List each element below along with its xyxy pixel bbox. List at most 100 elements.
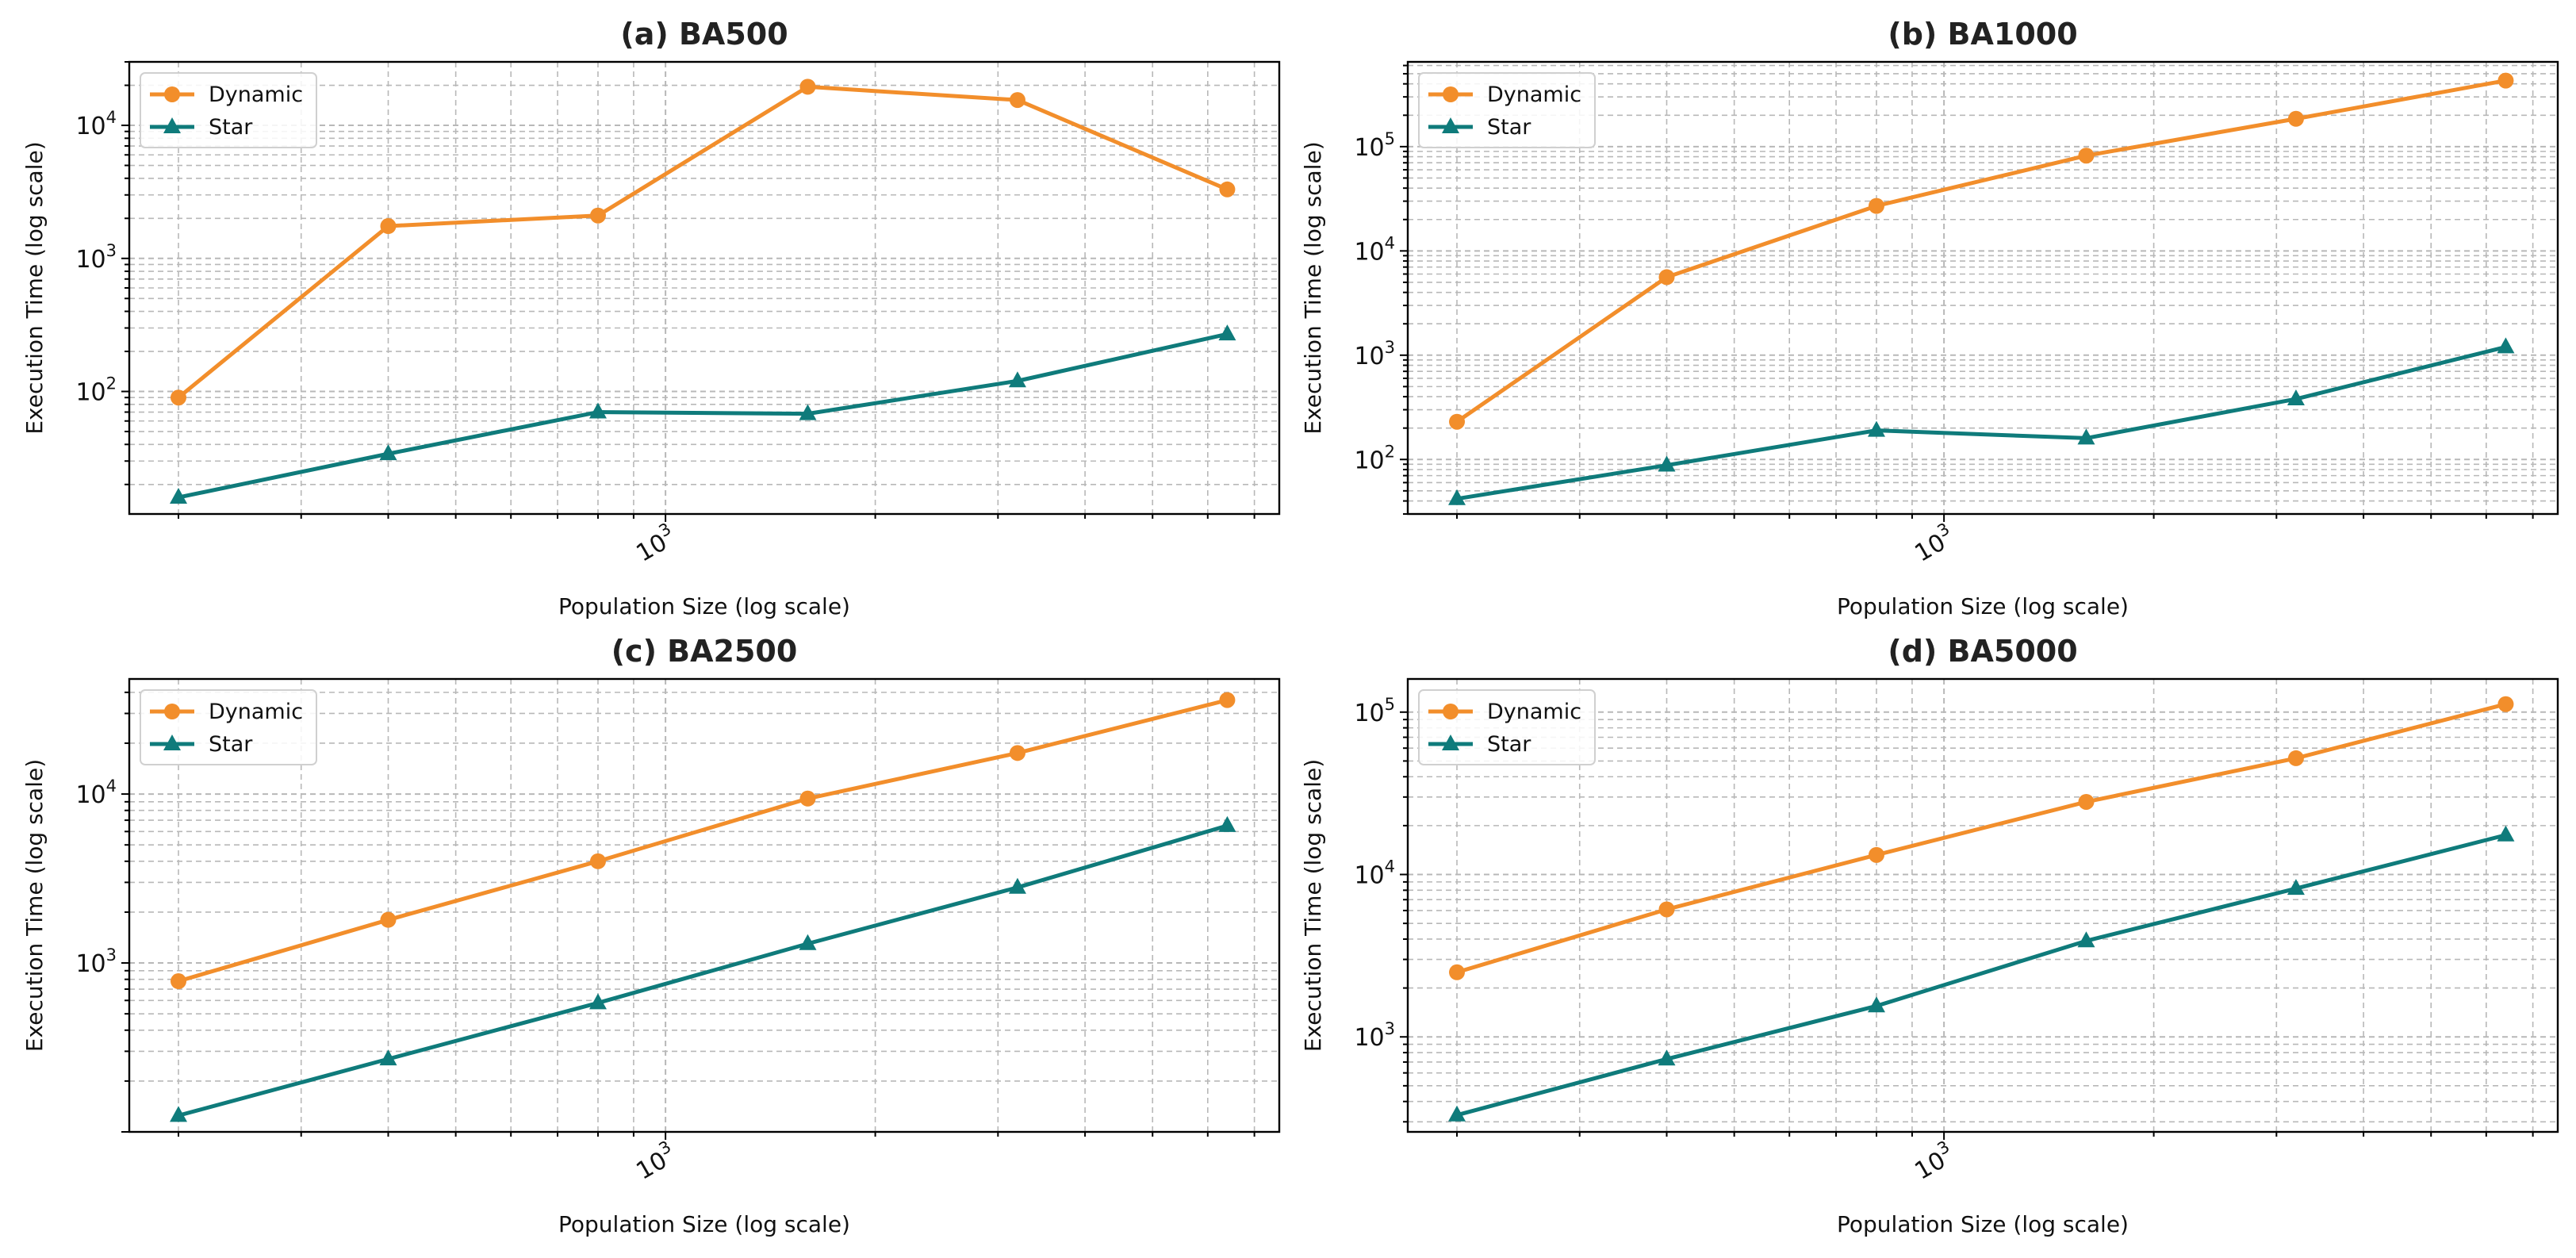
legend-marker bbox=[163, 734, 181, 750]
legend-marker bbox=[1442, 734, 1459, 750]
y-tick-label: 102 bbox=[1354, 442, 1395, 474]
data-point bbox=[1009, 92, 1025, 109]
data-point bbox=[799, 790, 816, 807]
y-axis-label: Execution Time (log scale) bbox=[1300, 141, 1326, 434]
data-point bbox=[1218, 324, 1236, 341]
legend-label: Dynamic bbox=[209, 82, 303, 107]
data-point bbox=[1448, 1105, 1466, 1122]
y-tick-label: 105 bbox=[1354, 129, 1395, 162]
data-point bbox=[2497, 696, 2514, 712]
data-point bbox=[1868, 198, 1884, 214]
legend-label: Star bbox=[1487, 115, 1531, 140]
data-point bbox=[1867, 996, 1885, 1013]
x-tick-label: 103 bbox=[630, 519, 681, 567]
series-star bbox=[1448, 825, 2515, 1122]
x-axis-label: Population Size (log scale) bbox=[558, 1211, 850, 1237]
series-line bbox=[178, 332, 1228, 500]
plot-frame bbox=[128, 677, 1281, 1133]
data-point bbox=[380, 911, 397, 928]
data-point bbox=[171, 973, 187, 990]
data-point bbox=[589, 207, 606, 224]
y-tick-label: 103 bbox=[75, 241, 117, 274]
data-point bbox=[1009, 745, 1025, 761]
data-point bbox=[2078, 793, 2095, 810]
chart-panel-4: 103 104 105 103 (d) BA5000 Population Size (l… bbox=[1300, 634, 2559, 1237]
y-tick-label: 103 bbox=[1354, 338, 1395, 370]
series-dynamic bbox=[1449, 72, 2514, 430]
data-point bbox=[799, 404, 817, 420]
chart-title: (d) BA5000 bbox=[1888, 634, 2077, 669]
series-star bbox=[170, 324, 1236, 504]
chart-panel-3: 103 104 103 (c) BA2500 Population Size (log … bbox=[21, 634, 1281, 1237]
grid bbox=[129, 61, 1279, 514]
plot-frame bbox=[128, 60, 1281, 516]
data-point bbox=[2287, 389, 2305, 406]
data-point bbox=[1219, 692, 1236, 708]
data-point bbox=[379, 1049, 397, 1066]
y-tick-label: 104 bbox=[1354, 857, 1395, 890]
legend-marker bbox=[163, 117, 181, 133]
y-tick-label: 103 bbox=[75, 945, 117, 978]
legend-marker bbox=[1443, 704, 1459, 719]
data-point bbox=[1868, 846, 1884, 863]
data-point bbox=[1008, 877, 1026, 894]
data-point bbox=[1658, 1049, 1676, 1066]
chart-title: (b) BA1000 bbox=[1888, 17, 2077, 52]
series-dynamic bbox=[1449, 696, 2514, 980]
legend-label: Dynamic bbox=[209, 700, 303, 724]
data-point bbox=[1867, 420, 1885, 437]
data-point bbox=[2077, 428, 2095, 445]
data-point bbox=[799, 934, 817, 950]
data-point bbox=[2077, 931, 2095, 948]
legend: Dynamic Star bbox=[140, 72, 317, 148]
data-point bbox=[1449, 964, 1466, 980]
series-line bbox=[178, 823, 1229, 1118]
y-axis-label: Execution Time (log scale) bbox=[21, 141, 48, 434]
series-line bbox=[1456, 344, 2507, 501]
data-point bbox=[2497, 337, 2515, 354]
y-tick-label: 104 bbox=[75, 777, 117, 809]
y-tick-label: 104 bbox=[75, 108, 117, 140]
x-axis-label: Population Size (log scale) bbox=[1837, 593, 2129, 619]
data-point bbox=[1219, 181, 1236, 198]
y-tick-label: 103 bbox=[1354, 1019, 1395, 1052]
y-tick-label: 102 bbox=[75, 374, 117, 407]
data-point bbox=[1448, 489, 1466, 505]
legend-marker bbox=[1443, 86, 1459, 102]
x-axis-label: Population Size (log scale) bbox=[558, 593, 850, 619]
data-point bbox=[1658, 269, 1675, 286]
data-point bbox=[170, 1106, 188, 1122]
series-line bbox=[178, 698, 1229, 984]
data-point bbox=[799, 79, 816, 95]
data-point bbox=[588, 402, 607, 419]
y-tick-label: 105 bbox=[1354, 695, 1395, 727]
legend-marker bbox=[164, 86, 180, 102]
legend-label: Dynamic bbox=[1487, 700, 1581, 724]
y-axis-label: Execution Time (log scale) bbox=[21, 759, 48, 1052]
data-point bbox=[1218, 815, 1236, 832]
y-tick-label: 104 bbox=[1354, 233, 1395, 266]
legend-label: Star bbox=[1487, 732, 1531, 757]
series-star bbox=[170, 815, 1236, 1122]
chart-title: (c) BA2500 bbox=[611, 634, 798, 669]
series-line bbox=[1456, 833, 2507, 1118]
grid bbox=[1408, 62, 2558, 515]
series-star bbox=[1448, 337, 2515, 505]
legend-label: Star bbox=[209, 732, 253, 757]
x-axis-label: Population Size (log scale) bbox=[1837, 1211, 2129, 1237]
data-point bbox=[2078, 148, 2095, 164]
plot-frame bbox=[1406, 60, 2559, 516]
legend-marker bbox=[1442, 117, 1459, 133]
series-line bbox=[1456, 702, 2507, 975]
series-line bbox=[1455, 79, 2506, 424]
series-line bbox=[177, 84, 1229, 400]
data-point bbox=[2287, 110, 2304, 127]
data-point bbox=[380, 218, 397, 235]
y-axis-label: Execution Time (log scale) bbox=[1300, 759, 1326, 1052]
data-point bbox=[2287, 879, 2305, 896]
data-point bbox=[589, 853, 606, 869]
data-point bbox=[1449, 413, 1466, 430]
data-point bbox=[379, 444, 397, 461]
data-point bbox=[1008, 371, 1026, 388]
data-point bbox=[2497, 825, 2515, 842]
